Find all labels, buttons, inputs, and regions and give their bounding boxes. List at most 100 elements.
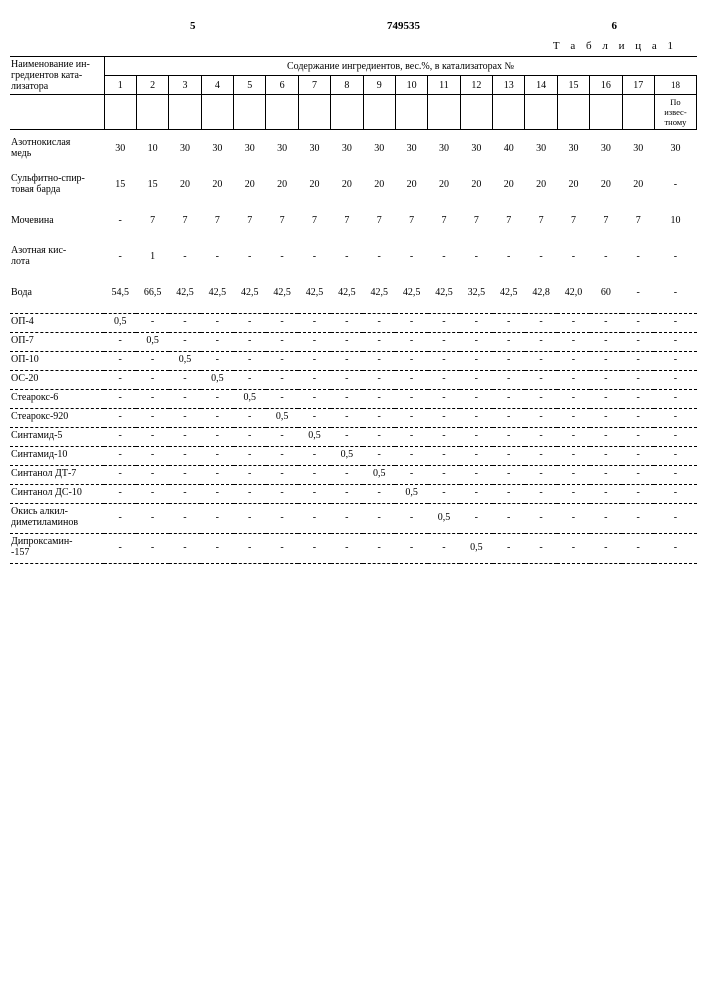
- cell: 30: [266, 130, 298, 167]
- cell: -: [525, 428, 557, 444]
- cell: -: [136, 447, 168, 463]
- cell: 0,5: [201, 371, 233, 387]
- cell: -: [428, 466, 460, 482]
- cell: -: [201, 409, 233, 425]
- cell: -: [266, 390, 298, 406]
- cell: -: [331, 428, 363, 444]
- cell: -: [363, 534, 395, 561]
- row-label: Синтамид-5: [10, 428, 104, 444]
- cell: -: [331, 504, 363, 531]
- cell: -: [590, 485, 622, 501]
- cell: -: [201, 352, 233, 368]
- cell: -: [395, 409, 427, 425]
- cell: 7: [169, 202, 201, 238]
- row-label: ОП-7: [10, 333, 104, 349]
- cell: -: [590, 466, 622, 482]
- cell: -: [234, 504, 266, 531]
- cell: -: [395, 504, 427, 531]
- cell: -: [590, 333, 622, 349]
- col-num-13: 13: [493, 76, 525, 95]
- cell: 42,5: [363, 274, 395, 310]
- cell: 0,5: [331, 447, 363, 463]
- cell: -: [590, 409, 622, 425]
- cell: -: [525, 504, 557, 531]
- cell: 0,5: [298, 428, 330, 444]
- cell: -: [460, 485, 492, 501]
- col-num-5: 5: [234, 76, 266, 95]
- cell: -: [266, 504, 298, 531]
- cell: 60: [590, 274, 622, 310]
- rowlabel-header: Наименование ин- гредиентов ката- лизато…: [10, 57, 104, 95]
- row-label: Сульфитно-спир- товая барда: [10, 166, 104, 202]
- cell: 7: [395, 202, 427, 238]
- additive-row: ОС-20---0,5--------------: [10, 371, 697, 387]
- cell: -: [654, 166, 696, 202]
- cell: -: [234, 428, 266, 444]
- cell: -: [266, 314, 298, 330]
- cell: 30: [622, 130, 654, 167]
- cell: -: [622, 274, 654, 310]
- cell: 20: [557, 166, 589, 202]
- cell: -: [654, 447, 696, 463]
- cell: -: [428, 534, 460, 561]
- cell: -: [493, 485, 525, 501]
- row-label: Стеарокс-920: [10, 409, 104, 425]
- cell: 0,5: [169, 352, 201, 368]
- dashed-divider: [10, 560, 697, 564]
- cell: 20: [363, 166, 395, 202]
- cell: 30: [363, 130, 395, 167]
- cell: -: [622, 485, 654, 501]
- cell: 7: [201, 202, 233, 238]
- cell: -: [395, 534, 427, 561]
- cell: -: [201, 238, 233, 274]
- cell: -: [104, 371, 136, 387]
- cell: -: [104, 333, 136, 349]
- cell: -: [590, 314, 622, 330]
- cell: -: [493, 333, 525, 349]
- cell: -: [363, 447, 395, 463]
- cell: 7: [590, 202, 622, 238]
- row-label: Синтанол ДС-10: [10, 485, 104, 501]
- cell: -: [136, 466, 168, 482]
- cell: -: [136, 352, 168, 368]
- cell: 30: [590, 130, 622, 167]
- cell: -: [460, 314, 492, 330]
- cell: 20: [395, 166, 427, 202]
- cell: -: [428, 371, 460, 387]
- cell: -: [493, 352, 525, 368]
- cell: 54,5: [104, 274, 136, 310]
- cell: -: [590, 428, 622, 444]
- cell: 10: [654, 202, 696, 238]
- cell: 7: [363, 202, 395, 238]
- col-num-11: 11: [428, 76, 460, 95]
- cell: -: [654, 371, 696, 387]
- cell: -: [622, 314, 654, 330]
- cell: -: [590, 534, 622, 561]
- group-header: Содержание ингредиентов, вес.%, в катали…: [104, 57, 696, 76]
- cell: -: [395, 447, 427, 463]
- cell: -: [331, 409, 363, 425]
- cell: -: [331, 314, 363, 330]
- cell: 30: [525, 130, 557, 167]
- row-label: ОП-10: [10, 352, 104, 368]
- cell: 30: [331, 130, 363, 167]
- cell: 30: [298, 130, 330, 167]
- col-num-14: 14: [525, 76, 557, 95]
- cell: 42,5: [493, 274, 525, 310]
- cell: -: [395, 352, 427, 368]
- cell: -: [525, 409, 557, 425]
- cell: 20: [234, 166, 266, 202]
- cell: -: [395, 333, 427, 349]
- hdr-right: 6: [612, 20, 618, 32]
- col-num-7: 7: [298, 76, 330, 95]
- additive-row: ОП-40,5-----------------: [10, 314, 697, 330]
- cell: 42,5: [266, 274, 298, 310]
- cell: -: [201, 428, 233, 444]
- cell: -: [557, 504, 589, 531]
- page-header: 5 749535 6: [10, 20, 697, 32]
- cell: -: [557, 314, 589, 330]
- cell: -: [654, 390, 696, 406]
- cell: -: [169, 314, 201, 330]
- additive-row: Дипроксамин- -157-----------0,5------: [10, 534, 697, 561]
- cell: -: [298, 371, 330, 387]
